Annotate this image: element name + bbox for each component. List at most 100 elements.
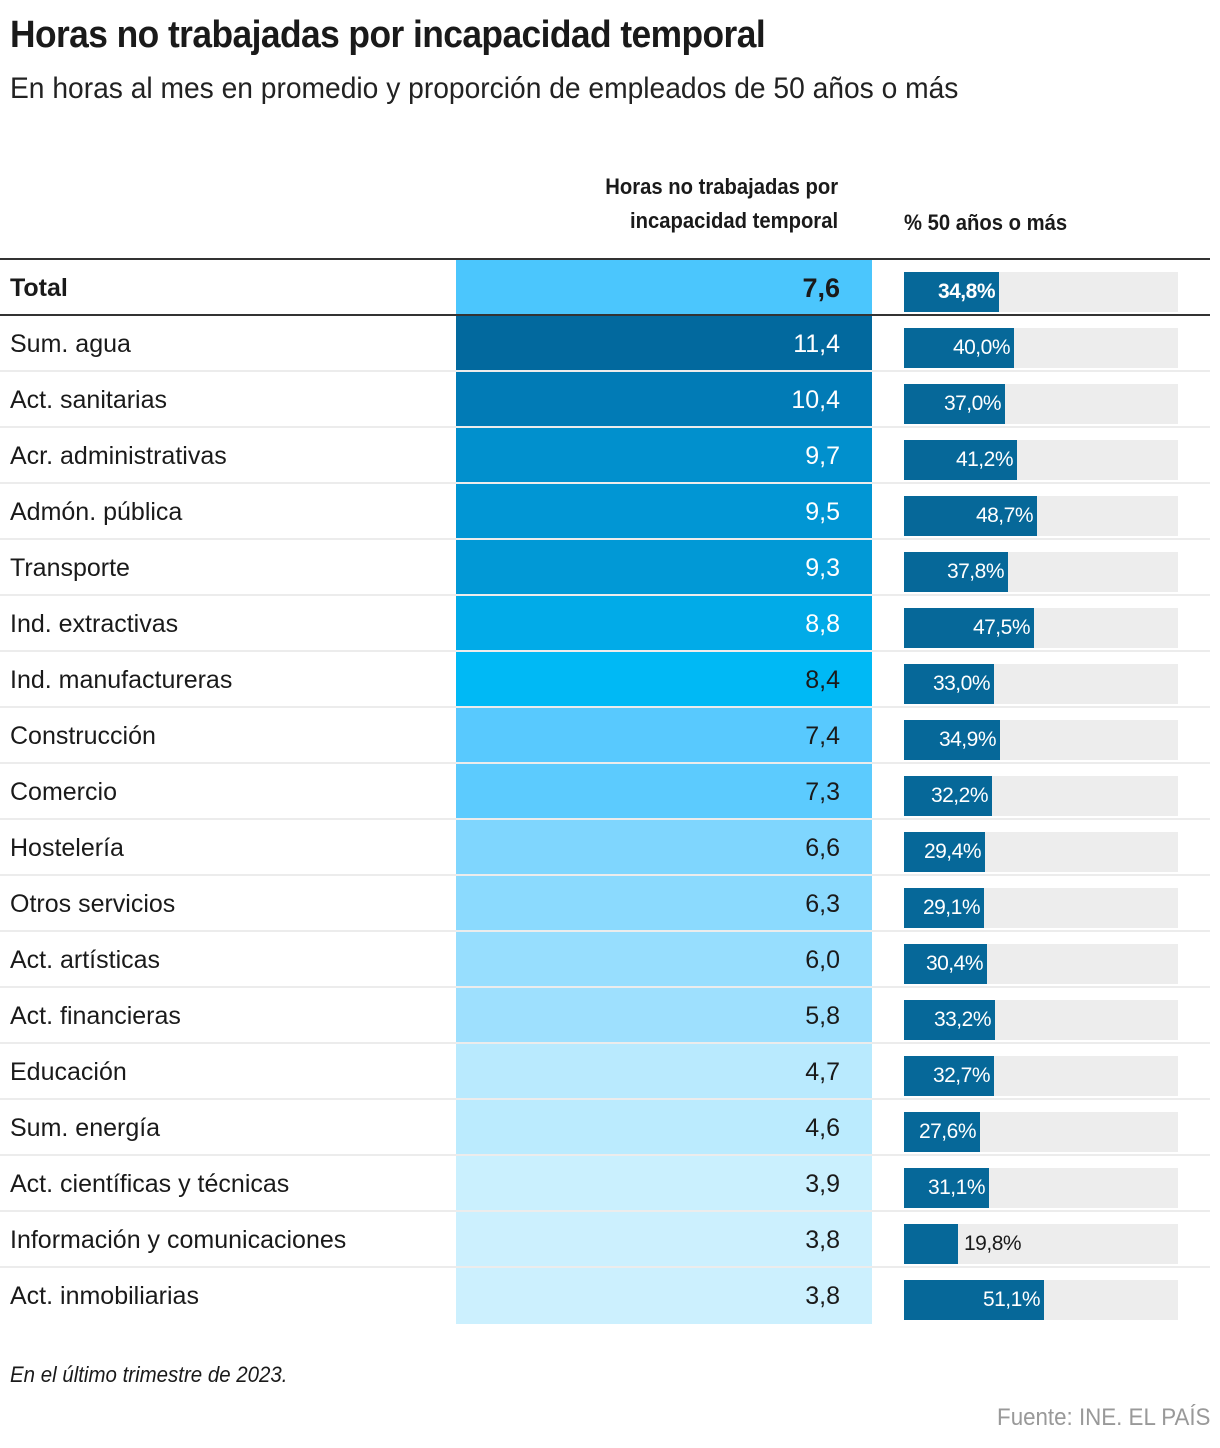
table-row: Otros servicios 6,3 29,1% [0, 876, 1210, 932]
pct-label: 29,4% [923, 840, 982, 863]
row-label: Ind. extractivas [10, 610, 179, 638]
hours-value: 8,4 [805, 666, 840, 694]
footnote: En el último trimestre de 2023. [10, 1362, 288, 1387]
pct-bar-track: 32,2% [904, 776, 1178, 816]
pct-bar-track: 41,2% [904, 440, 1178, 480]
pct-bar [904, 608, 1034, 648]
pct-bar [904, 1224, 958, 1264]
hours-value: 7,3 [805, 778, 840, 806]
pct-bar-track: 47,5% [904, 608, 1178, 648]
row-label: Sum. agua [10, 330, 131, 358]
row-divider [0, 986, 1210, 988]
pct-label: 32,7% [932, 1064, 991, 1087]
row-label: Admón. pública [10, 498, 183, 526]
row-divider [0, 650, 1210, 652]
row-label: Otros servicios [10, 890, 176, 918]
table-row: Información y comunicaciones 3,8 19,8% [0, 1212, 1210, 1268]
row-label: Sum. energía [10, 1114, 161, 1142]
hours-value: 9,5 [805, 498, 840, 526]
pct-bar-track: 33,0% [904, 664, 1178, 704]
pct-label: 33,0% [932, 672, 991, 695]
hours-value: 9,7 [805, 442, 840, 470]
hours-value: 7,6 [802, 273, 840, 303]
pct-label: 19,8% [964, 1232, 1022, 1255]
hours-cell: 8,8 [456, 596, 872, 652]
pct-bar [904, 776, 992, 816]
hours-value: 4,6 [805, 1114, 840, 1142]
pct-label: 41,2% [955, 448, 1014, 471]
row-label: Información y comunicaciones [10, 1226, 347, 1254]
pct-bar [904, 272, 999, 312]
pct-bar-track: 48,7% [904, 496, 1178, 536]
pct-label: 33,2% [933, 1008, 992, 1031]
row-label: Hostelería [10, 834, 124, 862]
hours-cell: 6,0 [456, 932, 872, 988]
pct-label: 29,1% [922, 896, 981, 919]
hours-cell: 10,4 [456, 372, 872, 428]
hours-value: 3,9 [805, 1170, 840, 1198]
row-divider [0, 426, 1210, 428]
table-row: Sum. agua 11,4 40,0% [0, 316, 1210, 372]
row-divider [0, 538, 1210, 540]
pct-bar-track: 29,1% [904, 888, 1178, 928]
hours-value: 3,8 [805, 1282, 840, 1310]
table-top-rule [0, 258, 1210, 260]
pct-bar-track: 34,8% [904, 272, 1178, 312]
pct-bar-track: 34,9% [904, 720, 1178, 760]
pct-bar [904, 440, 1017, 480]
row-divider [0, 762, 1210, 764]
pct-label: 47,5% [972, 616, 1031, 639]
hours-cell: 6,6 [456, 820, 872, 876]
hours-value: 9,3 [805, 554, 840, 582]
row-label: Comercio [10, 778, 117, 806]
pct-bar [904, 944, 987, 984]
hours-cell: 9,5 [456, 484, 872, 540]
hours-cell: 7,4 [456, 708, 872, 764]
row-divider [0, 706, 1210, 708]
column-header-hours-line2: incapacidad temporal [629, 208, 838, 233]
hours-value: 6,0 [805, 946, 840, 974]
table-row: Act. sanitarias 10,4 37,0% [0, 372, 1210, 428]
pct-label: 34,9% [938, 728, 997, 751]
pct-bar [904, 832, 985, 872]
column-header-pct: % 50 años o más [904, 210, 1068, 235]
pct-bar [904, 496, 1037, 536]
table-row: Hostelería 6,6 29,4% [0, 820, 1210, 876]
hours-value: 6,3 [805, 890, 840, 918]
pct-bar-track: 33,2% [904, 1000, 1178, 1040]
row-divider [0, 930, 1210, 932]
table-row: Ind. extractivas 8,8 47,5% [0, 596, 1210, 652]
pct-label: 31,1% [927, 1176, 986, 1199]
chart-title: Horas no trabajadas por incapacidad temp… [10, 14, 766, 56]
hours-cell: 7,3 [456, 764, 872, 820]
pct-bar [904, 1000, 995, 1040]
row-divider [0, 370, 1210, 372]
row-label: Act. financieras [10, 1002, 181, 1030]
pct-bar [904, 1056, 994, 1096]
hours-value: 6,6 [805, 834, 840, 862]
hours-cell: 11,4 [456, 316, 872, 372]
table-row: Acr. administrativas 9,7 41,2% [0, 428, 1210, 484]
table-row: Ind. manufactureras 8,4 33,0% [0, 652, 1210, 708]
row-label: Act. científicas y técnicas [10, 1170, 290, 1198]
hours-cell: 9,3 [456, 540, 872, 596]
pct-bar [904, 328, 1014, 368]
row-divider [0, 1266, 1210, 1268]
hours-value: 11,4 [793, 330, 840, 358]
hours-cell: 3,8 [456, 1212, 872, 1268]
pct-bar [904, 1280, 1044, 1320]
row-divider [0, 818, 1210, 820]
row-label: Construcción [10, 722, 156, 750]
table-row: Comercio 7,3 32,2% [0, 764, 1210, 820]
table-row: Act. científicas y técnicas 3,9 31,1% [0, 1156, 1210, 1212]
row-divider [0, 1042, 1210, 1044]
total-separator-rule [0, 314, 1210, 316]
hours-value: 8,8 [805, 610, 840, 638]
hours-cell: 8,4 [456, 652, 872, 708]
table-row: Sum. energía 4,6 27,6% [0, 1100, 1210, 1156]
row-divider [0, 1154, 1210, 1156]
hours-cell: 5,8 [456, 988, 872, 1044]
hours-cell: 4,7 [456, 1044, 872, 1100]
hours-cell: 3,8 [456, 1268, 872, 1324]
column-header-hours-line1: Horas no trabajadas por [605, 174, 838, 199]
